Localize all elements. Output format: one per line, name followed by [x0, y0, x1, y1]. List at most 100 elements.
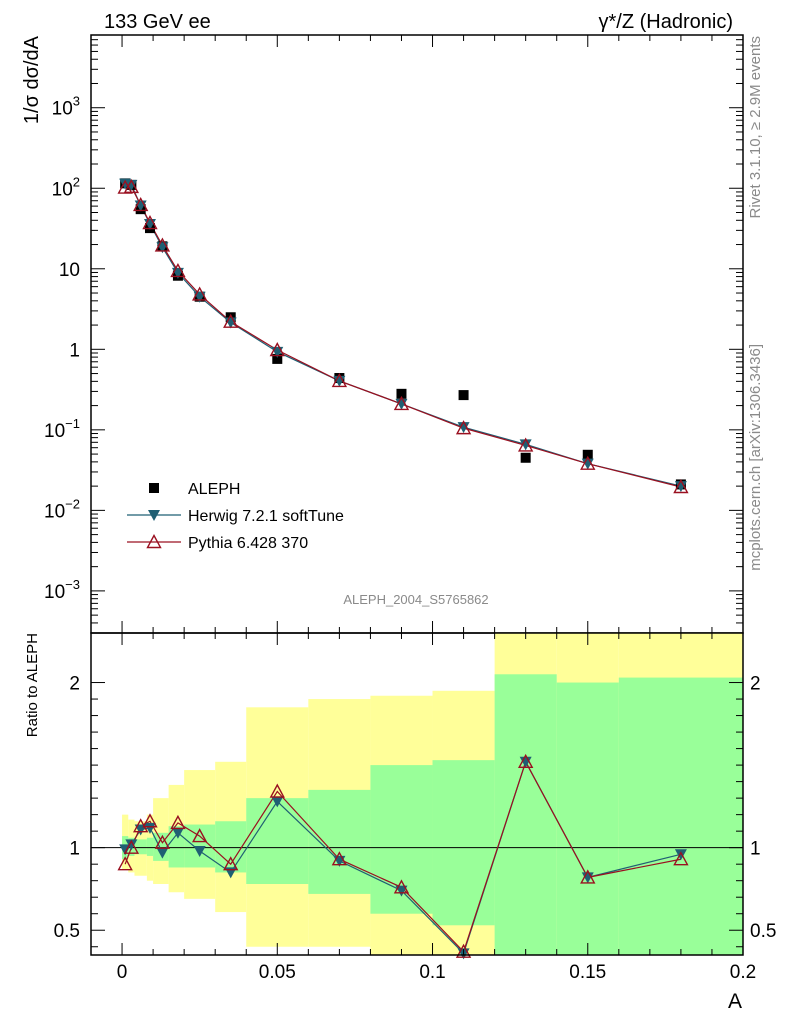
header-right: γ*/Z (Hadronic) [599, 11, 733, 33]
data-point [674, 481, 687, 493]
series-line [125, 186, 682, 488]
data-point [191, 286, 208, 301]
data-point [331, 372, 348, 388]
data-point [142, 215, 158, 230]
y-tick-label: 0.5 [750, 921, 776, 942]
ratio-plot-area [117, 753, 689, 960]
ratio-point [271, 796, 284, 808]
data-point [269, 342, 285, 357]
data-point [154, 237, 171, 252]
ratio-point [674, 849, 687, 861]
legend-label: Pythia 6.428 370 [188, 535, 308, 552]
y-tick-label: 1 [69, 340, 80, 361]
ratio-point [154, 834, 171, 849]
x-tick-label: 0 [117, 962, 128, 983]
stat-uncertainty-band [134, 839, 147, 855]
ratio-point [117, 856, 133, 871]
ratio-point [269, 783, 285, 798]
stat-uncertainty-band [618, 677, 743, 955]
ratio-panel: 0.5 0.5 1 1 2 2 0 0.05 0.1 0.15 0.2 Ratio to ALEP… [24, 632, 776, 1013]
ratio-point [156, 847, 169, 859]
data-point [125, 179, 138, 191]
legend: ALEPH Herwig 7.2.1 softTune Pythia 6.428 3… [127, 481, 344, 552]
ratio-point [673, 851, 689, 866]
data-point [133, 197, 149, 212]
uncertainty-bands [122, 633, 743, 955]
ratio-point [125, 839, 138, 851]
data-point [225, 312, 236, 323]
data-point [396, 388, 407, 399]
data-point [673, 479, 689, 494]
y-tick-label: 2 [69, 674, 80, 695]
ratio-point [393, 879, 410, 894]
data-point [455, 420, 472, 435]
ratio-point [143, 822, 156, 834]
ratio-point [331, 851, 348, 866]
data-point [123, 178, 140, 194]
y-tick-label: 10−2 [44, 496, 80, 522]
data-point [457, 422, 470, 434]
y-tick-label: 1 [750, 839, 761, 860]
watermark: ALEPH_2004_S5765862 [343, 592, 488, 607]
x-axis-label: A [728, 990, 742, 1013]
legend-marker [148, 510, 160, 521]
data-point [170, 262, 186, 278]
ratio-point [580, 869, 596, 884]
ratio-point [123, 839, 140, 854]
x-tick-label: 0.1 [419, 962, 445, 983]
legend-marker [149, 483, 159, 493]
y-tick-label: 102 [52, 174, 80, 200]
data-point [580, 455, 596, 470]
main-y-axis-label: 1/σ dσ/dA [21, 35, 43, 124]
data-point [223, 313, 239, 328]
ratio-point [170, 814, 186, 830]
y-tick-label: 103 [52, 94, 80, 120]
y-tick-label: 2 [750, 674, 761, 695]
ratio-y-axis: 0.5 0.5 1 1 2 2 [54, 674, 776, 948]
ratio-point [395, 885, 408, 897]
data-point [272, 353, 283, 364]
stat-uncertainty-band [168, 826, 185, 868]
x-tick-label: 0.2 [730, 962, 756, 983]
ratio-point [193, 845, 206, 857]
stat-uncertainty-band [556, 682, 619, 955]
data-point [393, 395, 410, 411]
ratio-point [455, 943, 472, 958]
x-axis: 0 0.05 0.1 0.15 0.2 [117, 633, 756, 983]
x-tick-label: 0.05 [259, 962, 296, 983]
ratio-point [223, 856, 239, 871]
stat-uncertainty-band [146, 837, 154, 856]
ratio-panel-frame [90, 632, 744, 956]
y-tick-label: 10−3 [44, 577, 80, 603]
stat-uncertainty-band [308, 789, 371, 894]
main-panel: 10−3 10−2 10−1 1 10 102 103 1/σ dσ/dA ALEPH_20… [21, 34, 744, 634]
main-plot-area [117, 178, 689, 494]
data-point [520, 452, 531, 463]
legend-label: ALEPH [188, 481, 240, 498]
legend-label: Herwig 7.2.1 softTune [188, 508, 344, 525]
ratio-point [171, 827, 184, 839]
ratio-point [142, 813, 158, 828]
y-tick-label: 10 [59, 260, 80, 281]
data-point [582, 449, 593, 460]
data-point [519, 439, 532, 451]
y-tick-label: 10−1 [44, 416, 80, 442]
main-x-ticks [121, 35, 744, 633]
side-text-top: Rivet 3.1.10, ≥ 2.9M events [747, 36, 764, 219]
side-text-bottom: mcplots.cern.ch [arXiv:1306.3436] [747, 344, 764, 571]
y-tick-label: 1 [69, 839, 80, 860]
data-point [517, 437, 534, 452]
ratio-y-axis-label: Ratio to ALEPH [24, 633, 41, 737]
legend-marker [146, 534, 162, 549]
header-left: 133 GeV ee [104, 11, 211, 33]
stat-uncertainty-band [246, 798, 309, 884]
x-tick-label: 0.15 [569, 962, 606, 983]
ratio-point [191, 828, 208, 843]
stat-uncertainty-band [432, 760, 495, 926]
y-tick-label: 0.5 [54, 921, 80, 942]
data-point [458, 390, 469, 401]
ratio-point [517, 753, 534, 768]
series-line [125, 183, 682, 487]
stat-uncertainty-band [494, 674, 557, 955]
